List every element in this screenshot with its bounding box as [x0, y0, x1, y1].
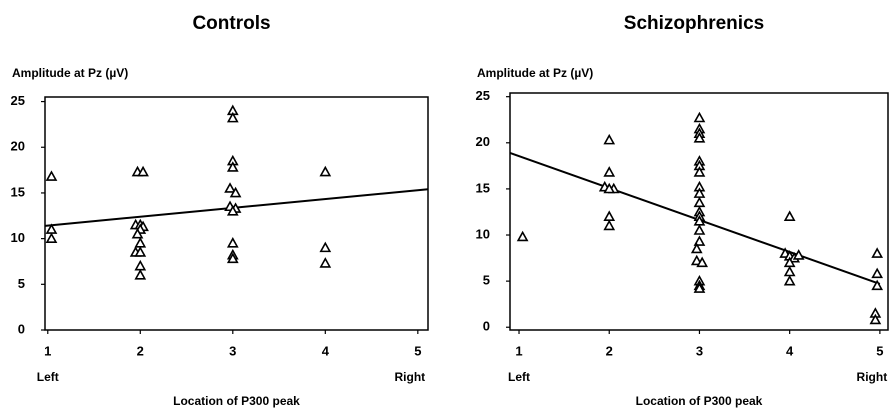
- y-tick-label: 15: [11, 184, 25, 199]
- data-point: [693, 224, 706, 235]
- x-end-label: Left: [37, 370, 59, 384]
- data-point: [603, 166, 616, 177]
- data-point: [226, 205, 239, 216]
- data-point: [783, 265, 796, 277]
- data-point: [134, 269, 147, 280]
- data-point: [693, 235, 706, 246]
- x-tick-label: 3: [229, 343, 236, 358]
- data-point: [134, 237, 147, 248]
- y-tick-label: 0: [18, 321, 25, 336]
- y-tick-label: 15: [476, 180, 490, 195]
- chart-title: Controls: [192, 13, 270, 34]
- x-end-label: Right: [394, 370, 425, 384]
- y-tick-label: 10: [11, 230, 25, 245]
- x-axis-label: Location of P300 peak: [636, 394, 763, 408]
- data-point: [690, 242, 703, 254]
- data-point: [693, 132, 706, 143]
- y-tick-label: 5: [483, 273, 490, 288]
- data-point: [226, 237, 239, 248]
- x-tick-label: 3: [696, 343, 703, 358]
- data-point: [693, 111, 706, 123]
- x-axis-label: Location of P300 peak: [173, 394, 300, 408]
- data-point: [226, 111, 239, 123]
- y-tick-label: 25: [11, 93, 25, 108]
- x-tick-label: 1: [515, 343, 522, 358]
- data-point: [137, 165, 149, 177]
- y-axis-label: Amplitude at Pz (µV): [477, 66, 593, 80]
- data-point: [319, 165, 332, 177]
- data-point: [603, 219, 616, 231]
- data-point: [603, 182, 616, 194]
- data-point: [319, 257, 332, 268]
- data-point: [134, 246, 147, 257]
- data-point: [45, 232, 58, 244]
- chart-title: Schizophrenics: [624, 13, 764, 34]
- data-point: [224, 182, 236, 193]
- x-tick-label: 4: [322, 343, 330, 358]
- data-point: [134, 259, 147, 271]
- y-axis-label: Amplitude at Pz (µV): [12, 66, 128, 80]
- y-tick-label: 0: [483, 319, 490, 334]
- y-tick-label: 25: [476, 88, 490, 103]
- data-point: [696, 256, 709, 268]
- data-point: [45, 170, 58, 181]
- data-point: [871, 247, 884, 258]
- data-point: [792, 249, 805, 260]
- data-point: [783, 274, 796, 286]
- data-point: [131, 227, 144, 239]
- x-tick-label: 5: [876, 343, 883, 358]
- data-point: [871, 279, 884, 291]
- y-tick-label: 20: [476, 134, 490, 149]
- data-point: [603, 210, 616, 221]
- y-tick-label: 10: [476, 226, 490, 241]
- data-point: [603, 133, 616, 145]
- data-point: [516, 230, 529, 242]
- x-tick-label: 2: [137, 343, 144, 358]
- y-tick-label: 5: [18, 276, 25, 291]
- data-point: [693, 166, 706, 177]
- data-point: [226, 161, 239, 172]
- data-point: [693, 282, 706, 293]
- data-point: [869, 313, 882, 325]
- x-tick-label: 5: [414, 343, 421, 358]
- plot-frame: [44, 96, 429, 331]
- data-point: [693, 196, 706, 208]
- x-tick-label: 4: [786, 343, 794, 358]
- data-point: [871, 267, 884, 279]
- data-point: [226, 252, 239, 264]
- x-end-label: Left: [508, 370, 530, 384]
- data-point: [229, 186, 242, 198]
- x-tick-label: 2: [606, 343, 613, 358]
- trend-line: [509, 151, 881, 285]
- x-tick-label: 1: [44, 343, 51, 358]
- data-point: [319, 241, 332, 253]
- y-tick-label: 20: [11, 139, 25, 154]
- data-point: [783, 210, 796, 221]
- x-end-label: Right: [857, 370, 888, 384]
